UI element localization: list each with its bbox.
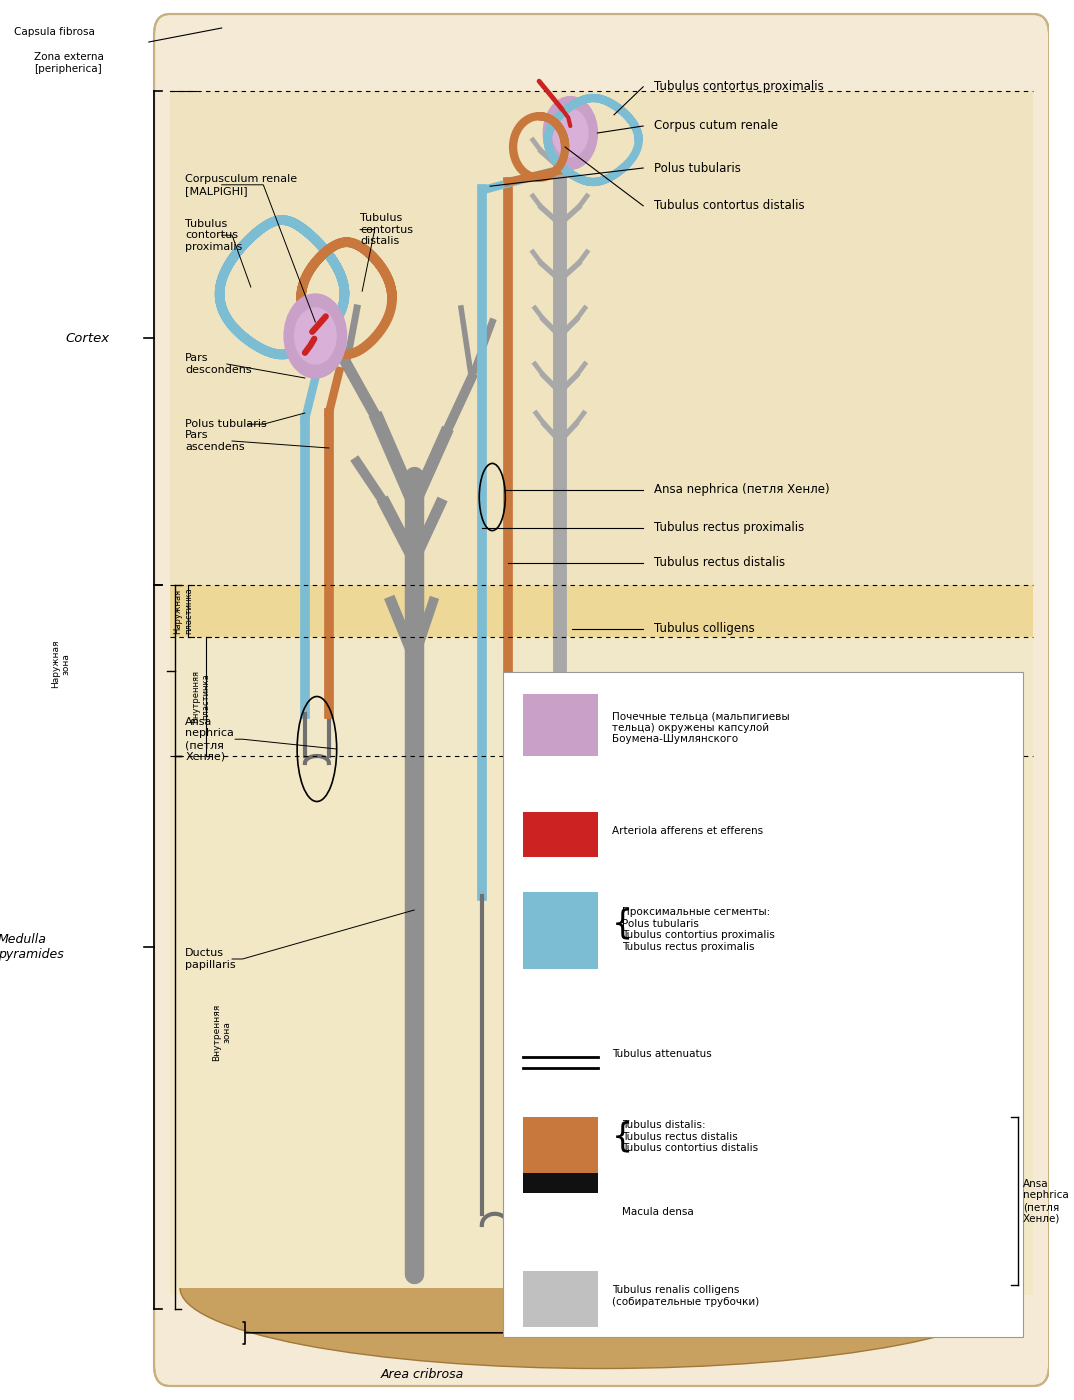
- Text: Tubulus contortus proximalis: Tubulus contortus proximalis: [654, 80, 824, 94]
- Text: {: {: [612, 907, 634, 941]
- FancyBboxPatch shape: [170, 756, 1033, 1295]
- Text: Tubulus rectus distalis: Tubulus rectus distalis: [654, 556, 785, 570]
- Circle shape: [553, 109, 587, 157]
- FancyBboxPatch shape: [503, 672, 1024, 1337]
- FancyBboxPatch shape: [523, 1117, 598, 1176]
- FancyBboxPatch shape: [523, 892, 598, 969]
- Text: Corpus cutum renale: Corpus cutum renale: [654, 119, 778, 133]
- Text: Внутренняя
пластинка: Внутренняя пластинка: [191, 671, 211, 722]
- Text: Внутренняя
зона: Внутренняя зона: [212, 1004, 231, 1061]
- Text: Наружная
зона: Наружная зона: [50, 640, 70, 687]
- Text: Tubulus colligens: Tubulus colligens: [654, 622, 754, 636]
- Text: {: {: [612, 1120, 634, 1154]
- Ellipse shape: [180, 1207, 1024, 1369]
- Text: Macula densa: Macula densa: [622, 1207, 694, 1217]
- Text: Ansa
nephrica
(петля
Хенле): Ansa nephrica (петля Хенле): [185, 717, 234, 762]
- Text: Tubulus rectus proximalis: Tubulus rectus proximalis: [654, 521, 803, 535]
- Text: Capsula fibrosa: Capsula fibrosa: [14, 27, 95, 38]
- Text: Arteriola afferens et efferens: Arteriola afferens et efferens: [612, 826, 763, 836]
- FancyBboxPatch shape: [523, 1173, 598, 1193]
- Text: Cortex: Cortex: [66, 332, 110, 344]
- Text: Ductus
papillaris: Ductus papillaris: [185, 948, 236, 970]
- Circle shape: [543, 97, 597, 169]
- Text: Tubulus contortus distalis: Tubulus contortus distalis: [654, 199, 804, 213]
- FancyBboxPatch shape: [170, 585, 1033, 637]
- Text: Corpusculum renale
[MALPIGHI]: Corpusculum renale [MALPIGHI]: [185, 174, 297, 196]
- Text: Pars
descondens: Pars descondens: [185, 353, 252, 375]
- Text: Наружная
пластинка: Наружная пластинка: [174, 588, 193, 634]
- Text: Polus tubularis: Polus tubularis: [185, 419, 267, 430]
- Text: Ansa nephrica (петля Хенле): Ansa nephrica (петля Хенле): [654, 483, 829, 497]
- Circle shape: [285, 294, 347, 378]
- FancyBboxPatch shape: [9, 0, 1049, 1400]
- Text: Polus tubularis: Polus tubularis: [654, 161, 740, 175]
- FancyBboxPatch shape: [523, 812, 598, 857]
- Text: Tubulus attenuatus: Tubulus attenuatus: [612, 1049, 712, 1058]
- FancyBboxPatch shape: [170, 1204, 1033, 1288]
- Text: Area cribrosa: Area cribrosa: [381, 1368, 464, 1380]
- FancyBboxPatch shape: [523, 1271, 598, 1327]
- Circle shape: [294, 308, 336, 364]
- FancyBboxPatch shape: [170, 91, 1033, 585]
- Text: Tubulus
contortus
distalis: Tubulus contortus distalis: [360, 213, 413, 246]
- Text: Pars
ascendens: Pars ascendens: [185, 430, 245, 452]
- Text: Tubulus
contortus
proximalis: Tubulus contortus proximalis: [185, 218, 243, 252]
- Text: Ansa
nephrica
(петля
Хенле): Ansa nephrica (петля Хенле): [1024, 1179, 1069, 1224]
- Text: Почечные тельца (мальпигиевы
тельца) окружены капсулой
Боумена-Шумлянского: Почечные тельца (мальпигиевы тельца) окр…: [612, 711, 789, 745]
- FancyBboxPatch shape: [170, 637, 1033, 756]
- Text: Tubulus renalis colligens
(собирательные трубочки): Tubulus renalis colligens (собирательные…: [612, 1285, 759, 1306]
- FancyBboxPatch shape: [154, 14, 1049, 1386]
- Text: Medulla
pyramides: Medulla pyramides: [0, 932, 63, 960]
- Text: Tubulus distalis:
Tubulus rectus distalis
Tubulus contortius distalis: Tubulus distalis: Tubulus rectus distali…: [622, 1120, 758, 1154]
- Text: Zona externa
[peripherica]: Zona externa [peripherica]: [34, 52, 104, 74]
- Text: Проксимальные сегменты:
Polus tubularis
Tubulus contortius proximalis
Tubulus re: Проксимальные сегменты: Polus tubularis …: [622, 907, 775, 952]
- FancyBboxPatch shape: [523, 694, 598, 756]
